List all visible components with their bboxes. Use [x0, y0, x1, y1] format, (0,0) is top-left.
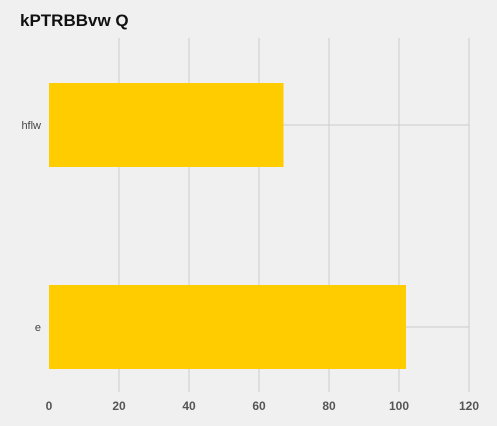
chart-title: kPTRBBvw Q [20, 11, 129, 30]
x-tick-label: 120 [459, 399, 479, 413]
x-tick-label: 40 [182, 399, 196, 413]
bar-e [49, 285, 406, 369]
x-tick-label: 60 [252, 399, 266, 413]
category-labels: hflw e [21, 120, 41, 334]
x-tick-label: 100 [389, 399, 409, 413]
x-tick-label: 80 [322, 399, 336, 413]
category-label: e [35, 322, 41, 334]
bar-hflw [49, 83, 284, 167]
x-tick-label: 0 [46, 399, 53, 413]
category-label: hflw [21, 120, 41, 132]
bars [49, 83, 406, 369]
x-axis-tick-labels: 0 20 40 60 80 100 120 [46, 399, 480, 413]
x-tick-label: 20 [112, 399, 126, 413]
